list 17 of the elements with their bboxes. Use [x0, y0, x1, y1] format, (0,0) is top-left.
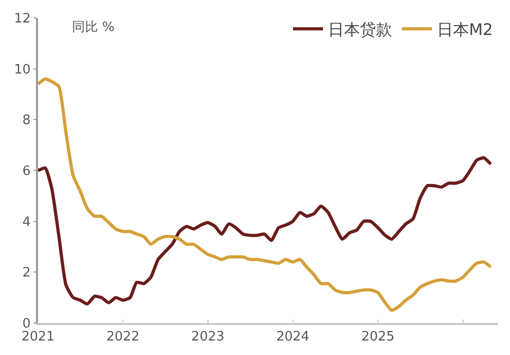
line-series [38, 77, 492, 312]
x-tick-label: 2025 [361, 329, 394, 344]
legend-label: 日本M2 [437, 20, 493, 40]
y-tick-label: 6 [22, 164, 31, 180]
y-tick-label: 2 [22, 266, 31, 281]
annotation: 同比 % [72, 20, 114, 35]
x-tick-label: 2024 [276, 329, 310, 344]
line-series [38, 156, 492, 306]
y-tick-label: 8 [22, 113, 31, 128]
y-tick-label: 12 [14, 12, 31, 27]
x-tick-label: 2023 [191, 329, 224, 344]
y-tick-label: 4 [22, 214, 31, 230]
x-tick-label: 2021 [21, 329, 55, 344]
y-tick-label: 0 [22, 316, 31, 332]
x-tick-label: 2022 [106, 329, 140, 344]
y-tick-label: 10 [14, 62, 31, 78]
legend-label: 日本贷款 [328, 20, 392, 40]
